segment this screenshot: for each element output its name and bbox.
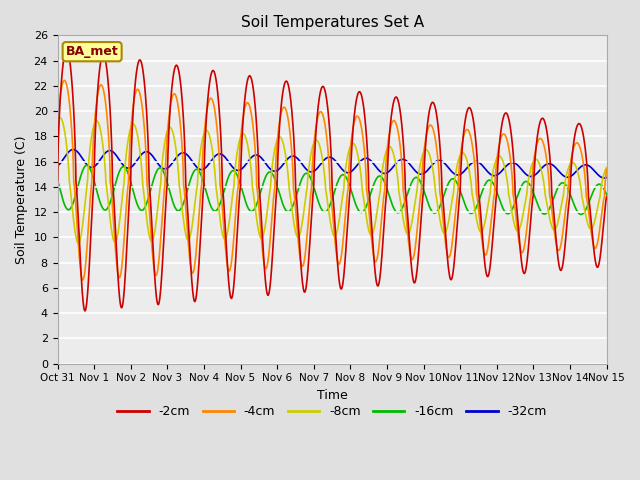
X-axis label: Time: Time xyxy=(317,389,348,402)
Y-axis label: Soil Temperature (C): Soil Temperature (C) xyxy=(15,135,28,264)
Legend: -2cm, -4cm, -8cm, -16cm, -32cm: -2cm, -4cm, -8cm, -16cm, -32cm xyxy=(112,400,552,423)
Text: BA_met: BA_met xyxy=(66,45,118,58)
Title: Soil Temperatures Set A: Soil Temperatures Set A xyxy=(241,15,424,30)
